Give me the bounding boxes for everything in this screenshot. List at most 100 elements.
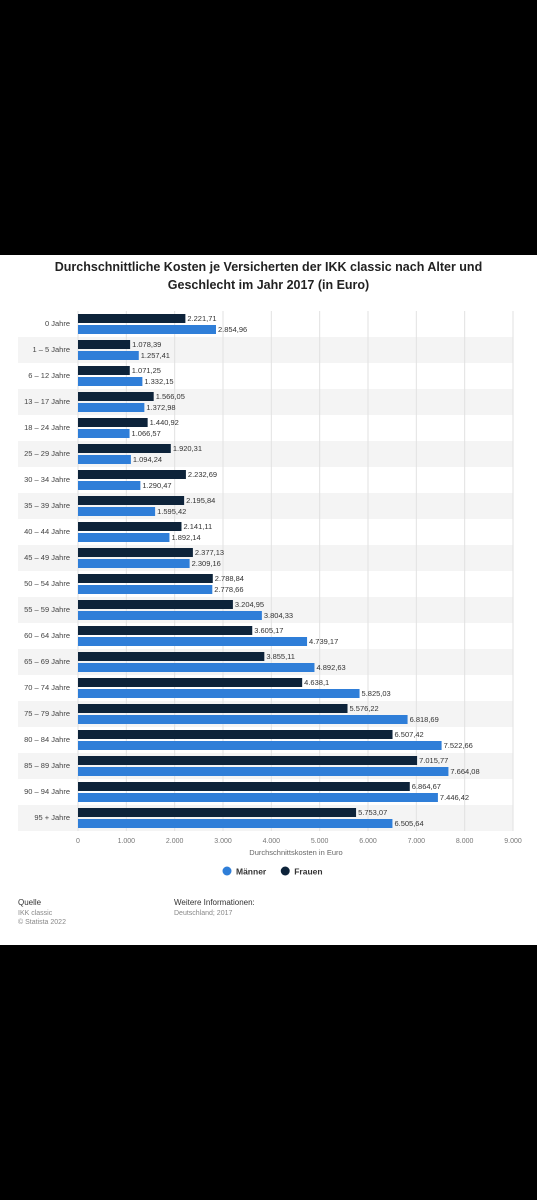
value-label: 4.892,63 <box>316 663 345 672</box>
bar <box>78 756 418 765</box>
value-label: 2.141,11 <box>183 522 212 531</box>
bar <box>78 611 262 620</box>
value-label: 5.753,07 <box>358 808 387 817</box>
bar <box>78 470 186 479</box>
value-label: 7.664,08 <box>450 767 479 776</box>
y-tick-label: 70 – 74 Jahre <box>24 683 70 692</box>
value-label: 1.290,47 <box>142 481 171 490</box>
value-label: 1.257,41 <box>141 351 170 360</box>
value-label: 2.195,84 <box>186 496 215 505</box>
bar <box>78 507 156 516</box>
bar <box>78 392 154 401</box>
y-tick-label: 75 – 79 Jahre <box>24 709 70 718</box>
bar <box>78 637 308 646</box>
bar <box>78 704 348 713</box>
bar <box>78 782 410 791</box>
legend-marker <box>280 866 290 876</box>
bar <box>78 574 213 583</box>
y-tick-label: 18 – 24 Jahre <box>24 423 70 432</box>
value-label: 1.920,31 <box>173 444 202 453</box>
y-tick-label: 90 – 94 Jahre <box>24 787 70 796</box>
bar <box>78 767 449 776</box>
value-label: 3.855,11 <box>266 652 295 661</box>
x-tick-label: 2.000 <box>166 838 184 845</box>
bar <box>78 418 148 427</box>
y-tick-label: 0 Jahre <box>45 319 70 328</box>
bar <box>78 793 438 802</box>
source: IKK classic <box>18 910 53 917</box>
y-tick-label: 13 – 17 Jahre <box>24 397 70 406</box>
legend-label: Frauen <box>294 866 322 876</box>
value-label: 7.446,42 <box>440 793 469 802</box>
bar <box>78 481 141 490</box>
bar <box>78 819 393 828</box>
value-label: 1.372,98 <box>146 403 175 412</box>
bar <box>78 377 143 386</box>
value-label: 4.638,1 <box>304 678 329 687</box>
value-label: 7.522,66 <box>444 741 473 750</box>
y-tick-label: 55 – 59 Jahre <box>24 605 70 614</box>
value-label: 1.566,05 <box>156 392 185 401</box>
value-label: 2.788,84 <box>215 574 244 583</box>
x-tick-label: 6.000 <box>359 838 377 845</box>
value-label: 1.440,92 <box>150 418 179 427</box>
value-label: 2.377,13 <box>195 548 224 557</box>
x-tick-label: 4.000 <box>263 838 281 845</box>
value-label: 6.864,67 <box>412 782 441 791</box>
bar <box>78 496 185 505</box>
y-tick-label: 95 + Jahre <box>34 813 70 822</box>
plot: 0 1.000 2.000 3.000 4.000 5.000 6.000 7.000 8.00… <box>18 311 522 845</box>
bar <box>78 730 393 739</box>
bar <box>78 741 442 750</box>
bar <box>78 429 130 438</box>
value-label: 1.066,57 <box>132 429 161 438</box>
info-label: Weitere Informationen: <box>174 898 255 907</box>
bar <box>78 559 190 568</box>
x-tick-label: 3.000 <box>214 838 232 845</box>
bar <box>78 351 139 360</box>
y-tick-label: 25 – 29 Jahre <box>24 449 70 458</box>
bar <box>78 366 130 375</box>
bar <box>78 522 182 531</box>
value-label: 1.892,14 <box>171 533 200 542</box>
y-tick-label: 60 – 64 Jahre <box>24 631 70 640</box>
y-tick-label: 30 – 34 Jahre <box>24 475 70 484</box>
value-label: 2.778,66 <box>214 585 243 594</box>
value-label: 5.825,03 <box>362 689 391 698</box>
bar <box>78 314 186 323</box>
value-label: 3.605,17 <box>254 626 283 635</box>
x-tick-label: 1.000 <box>118 838 136 845</box>
value-label: 3.804,33 <box>264 611 293 620</box>
bar <box>78 585 213 594</box>
bar <box>78 325 216 334</box>
y-tick-label: 35 – 39 Jahre <box>24 501 70 510</box>
bar <box>78 533 170 542</box>
value-label: 7.015,77 <box>419 756 448 765</box>
value-label: 5.576,22 <box>350 704 379 713</box>
x-axis-label: Durchschnittskosten in Euro <box>249 848 342 857</box>
legend-marker <box>222 866 232 876</box>
source-label: Quelle <box>18 898 42 907</box>
y-tick-label: 1 – 5 Jahre <box>32 345 70 354</box>
y-tick-label: 50 – 54 Jahre <box>24 579 70 588</box>
x-tick-label: 8.000 <box>456 838 474 845</box>
bar <box>78 715 408 724</box>
value-label: 2.854,96 <box>218 325 247 334</box>
y-tick-label: 6 – 12 Jahre <box>28 371 70 380</box>
value-label: 2.309,16 <box>192 559 221 568</box>
value-label: 3.204,95 <box>235 600 264 609</box>
bar <box>78 663 315 672</box>
x-tick-label: 7.000 <box>408 838 426 845</box>
y-tick-label: 45 – 49 Jahre <box>24 553 70 562</box>
bar <box>78 652 265 661</box>
bar <box>78 340 131 349</box>
value-label: 1.078,39 <box>132 340 161 349</box>
chart-title: Durchschnittliche Kosten je Versicherten… <box>54 260 483 292</box>
x-tick-label: 5.000 <box>311 838 329 845</box>
value-label: 4.739,17 <box>309 637 338 646</box>
bar <box>78 444 171 453</box>
bar <box>78 403 145 412</box>
value-label: 1.595,42 <box>157 507 186 516</box>
